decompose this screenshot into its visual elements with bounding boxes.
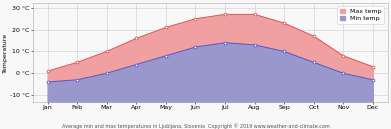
Text: Average min and max temperatures in Ljubljana, Slovenia  Copyright © 2019 www.we: Average min and max temperatures in Ljub…: [62, 123, 329, 129]
Legend: Max temp, Min temp: Max temp, Min temp: [337, 6, 384, 25]
Y-axis label: Temperature: Temperature: [4, 33, 9, 73]
